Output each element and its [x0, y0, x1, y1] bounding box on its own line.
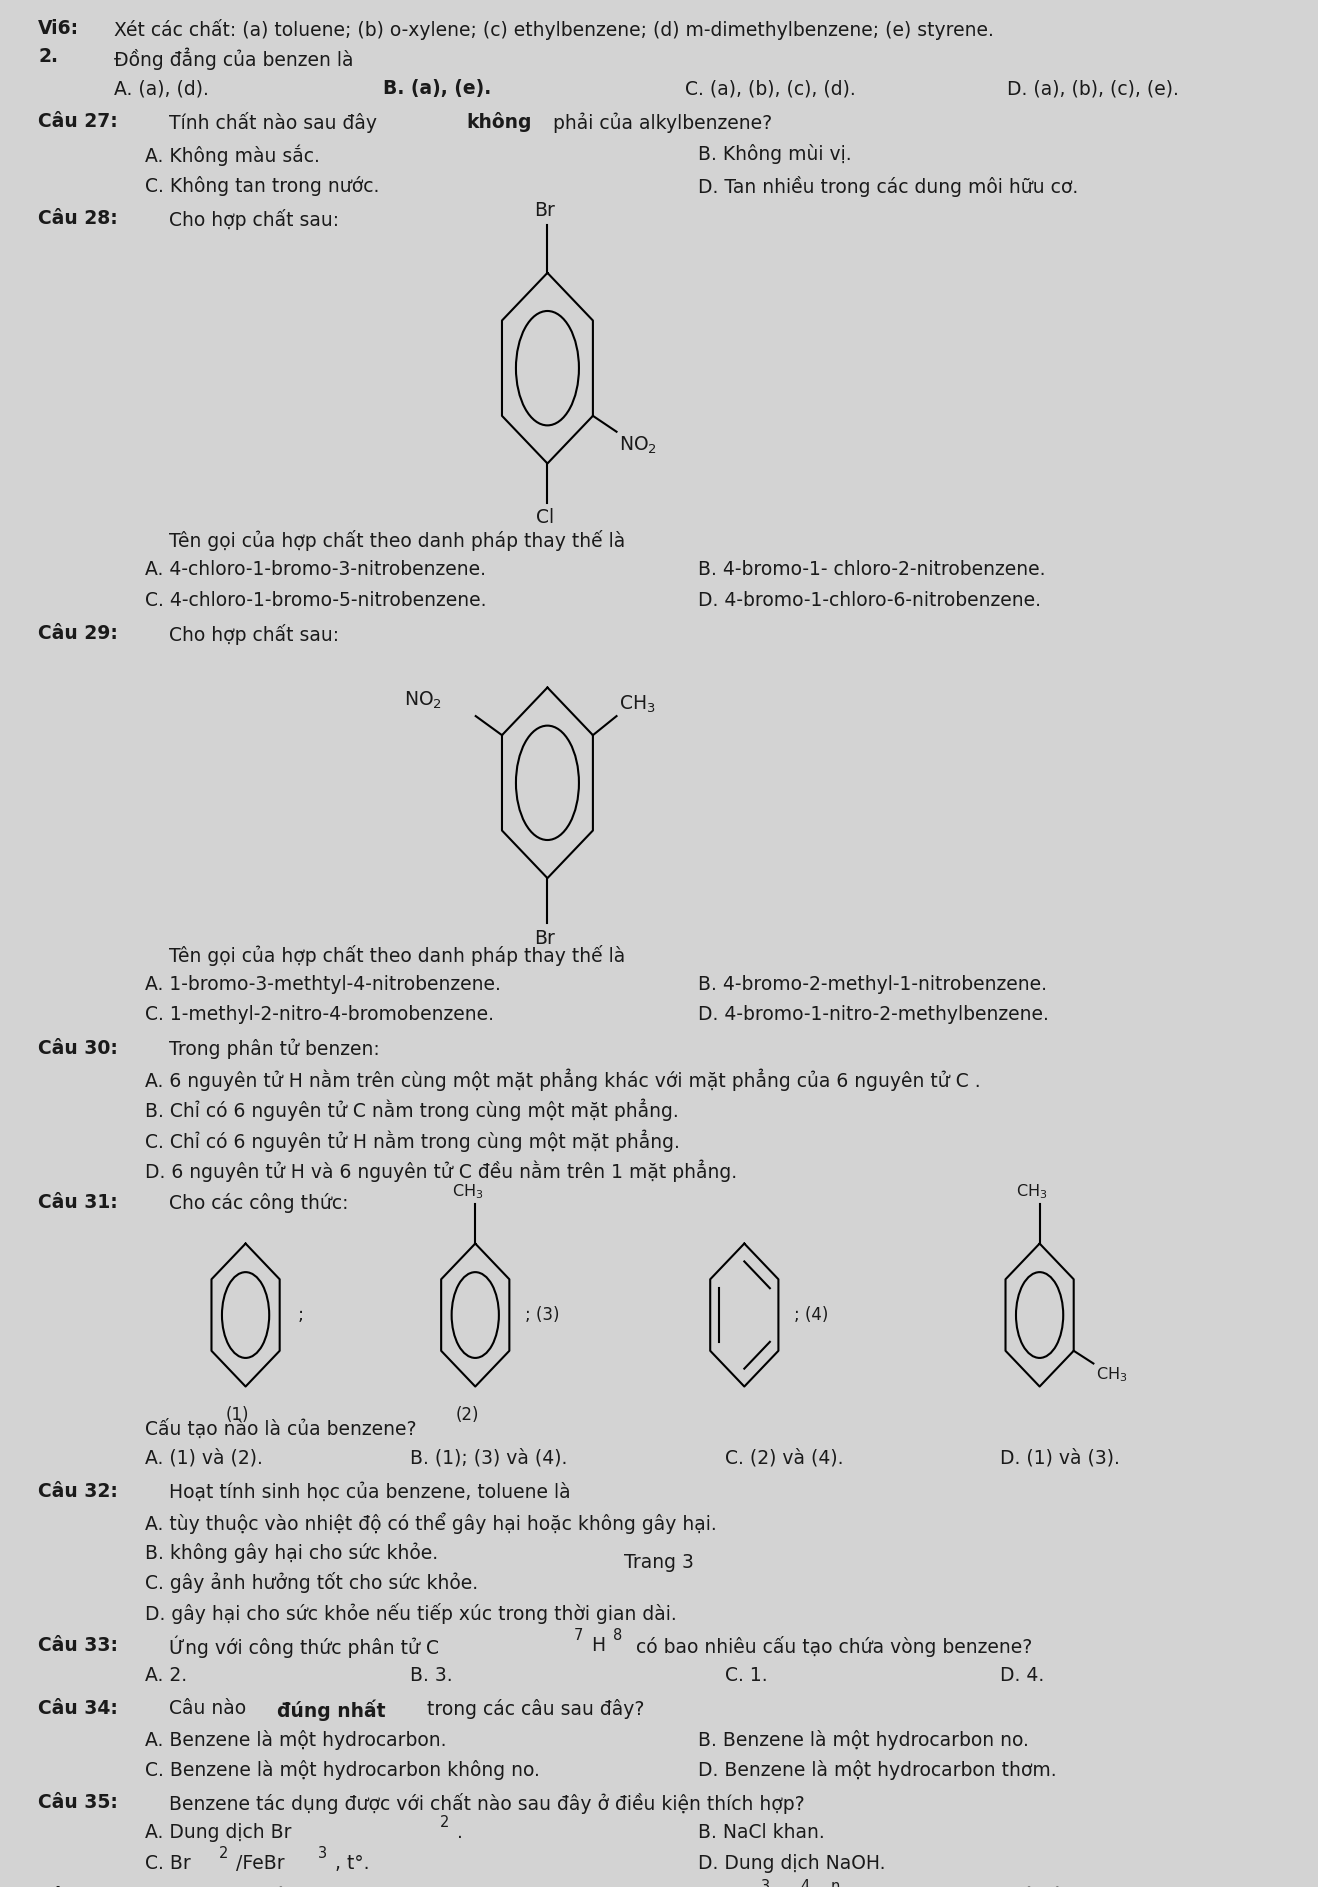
Text: 2.: 2.	[38, 47, 58, 66]
Text: A. Dung dịch Br: A. Dung dịch Br	[145, 1823, 291, 1842]
Text: CH$_3$: CH$_3$	[1097, 1364, 1127, 1383]
Text: ; (3): ; (3)	[525, 1306, 560, 1325]
Text: CH$_3$: CH$_3$	[1016, 1181, 1048, 1200]
Text: Câu 33:: Câu 33:	[38, 1636, 119, 1655]
Text: Ứng với công thức phân tử C: Ứng với công thức phân tử C	[170, 1636, 439, 1659]
Text: B. 4-bromo-2-methyl-1-nitrobenzene.: B. 4-bromo-2-methyl-1-nitrobenzene.	[699, 976, 1048, 994]
Text: Câu 28:: Câu 28:	[38, 209, 119, 228]
Text: n: n	[830, 1879, 841, 1887]
Text: C. (a), (b), (c), (d).: C. (a), (b), (c), (d).	[685, 79, 855, 98]
Text: có bao nhiêu cấu tạo chứa vòng benzene?: có bao nhiêu cấu tạo chứa vòng benzene?	[630, 1636, 1032, 1657]
Text: D. (1) và (3).: D. (1) và (3).	[1000, 1449, 1120, 1468]
Text: C. 4-chloro-1-bromo-5-nitrobenzene.: C. 4-chloro-1-bromo-5-nitrobenzene.	[145, 591, 486, 610]
Text: A. 2.: A. 2.	[145, 1666, 187, 1685]
Text: 4: 4	[801, 1879, 811, 1887]
Text: D. 4.: D. 4.	[1000, 1666, 1044, 1685]
Text: Benzene tác dụng được với chất nào sau đây ở điều kiện thích hợp?: Benzene tác dụng được với chất nào sau đ…	[170, 1793, 805, 1813]
Text: D. Benzene là một hydrocarbon thơm.: D. Benzene là một hydrocarbon thơm.	[699, 1761, 1057, 1779]
Text: A. 6 nguyên tử H nằm trên cùng một mặt phẳng khác với mặt phẳng của 6 nguyên tử : A. 6 nguyên tử H nằm trên cùng một mặt p…	[145, 1068, 981, 1091]
Text: Câu 30:: Câu 30:	[38, 1038, 119, 1057]
Text: A. 1-bromo-3-methtyl-4-nitrobenzene.: A. 1-bromo-3-methtyl-4-nitrobenzene.	[145, 976, 501, 994]
Text: D. (a), (b), (c), (e).: D. (a), (b), (c), (e).	[1007, 79, 1178, 98]
Text: D. 4-bromo-1-nitro-2-methylbenzene.: D. 4-bromo-1-nitro-2-methylbenzene.	[699, 1006, 1049, 1025]
Text: , t°.: , t°.	[335, 1853, 369, 1872]
Text: B. 4-bromo-1- chloro-2-nitrobenzene.: B. 4-bromo-1- chloro-2-nitrobenzene.	[699, 560, 1046, 579]
Text: Trong phân tử benzen:: Trong phân tử benzen:	[170, 1038, 380, 1059]
Text: Đồng đẳng của benzen là: Đồng đẳng của benzen là	[115, 47, 353, 70]
Text: ; (4): ; (4)	[795, 1306, 829, 1325]
Text: C. (2) và (4).: C. (2) và (4).	[725, 1449, 844, 1468]
Text: Vi6:: Vi6:	[38, 19, 79, 38]
Text: Tính chất nào sau đây: Tính chất nào sau đây	[170, 113, 384, 134]
Text: Câu 32:: Câu 32:	[38, 1481, 119, 1500]
Text: C. Br: C. Br	[145, 1853, 190, 1872]
Text: CH$_3$: CH$_3$	[452, 1181, 484, 1200]
Text: A. tùy thuộc vào nhiệt độ có thể gây hại hoặc không gây hại.: A. tùy thuộc vào nhiệt độ có thể gây hại…	[145, 1511, 716, 1534]
Text: B. (1); (3) và (4).: B. (1); (3) và (4).	[410, 1449, 567, 1468]
Text: Câu 29:: Câu 29:	[38, 625, 119, 643]
Text: Câu nào: Câu nào	[170, 1700, 253, 1719]
Text: C. Benzene là một hydrocarbon không no.: C. Benzene là một hydrocarbon không no.	[145, 1761, 539, 1779]
Text: trong các câu sau đây?: trong các câu sau đây?	[422, 1700, 645, 1719]
Text: B. Chỉ có 6 nguyên tử C nằm trong cùng một mặt phẳng.: B. Chỉ có 6 nguyên tử C nằm trong cùng m…	[145, 1098, 679, 1121]
Text: D. Dung dịch NaOH.: D. Dung dịch NaOH.	[699, 1853, 886, 1872]
Text: Cho hợp chất sau:: Cho hợp chất sau:	[170, 209, 340, 230]
Text: A. Benzene là một hydrocarbon.: A. Benzene là một hydrocarbon.	[145, 1730, 445, 1749]
Text: B. Không mùi vị.: B. Không mùi vị.	[699, 143, 851, 164]
Text: Câu 34:: Câu 34:	[38, 1700, 119, 1719]
Text: C. Không tan trong nước.: C. Không tan trong nước.	[145, 175, 378, 196]
Text: C. gây ảnh hưởng tốt cho sức khỏe.: C. gây ảnh hưởng tốt cho sức khỏe.	[145, 1572, 477, 1593]
Text: A. (a), (d).: A. (a), (d).	[115, 79, 210, 98]
Text: NO$_2$: NO$_2$	[403, 691, 442, 711]
Text: (2): (2)	[456, 1406, 478, 1423]
Text: Trang 3: Trang 3	[623, 1553, 695, 1572]
Text: NO$_2$: NO$_2$	[619, 434, 658, 457]
Text: Hoạt tính sinh học của benzene, toluene là: Hoạt tính sinh học của benzene, toluene …	[170, 1481, 571, 1502]
Text: 3: 3	[762, 1879, 771, 1887]
Text: C. 1-methyl-2-nitro-4-bromobenzene.: C. 1-methyl-2-nitro-4-bromobenzene.	[145, 1006, 493, 1025]
Text: /FeBr: /FeBr	[236, 1853, 285, 1872]
Text: Tên gọi của hợp chất theo danh pháp thay thế là: Tên gọi của hợp chất theo danh pháp thay…	[170, 945, 626, 966]
Text: D. gây hại cho sức khỏe nếu tiếp xúc trong thời gian dài.: D. gây hại cho sức khỏe nếu tiếp xúc tro…	[145, 1602, 676, 1623]
Text: B. Benzene là một hydrocarbon no.: B. Benzene là một hydrocarbon no.	[699, 1730, 1029, 1749]
Text: 7: 7	[573, 1628, 583, 1644]
Text: Cho các công thức:: Cho các công thức:	[170, 1193, 349, 1213]
Text: B. (a), (e).: B. (a), (e).	[384, 79, 492, 98]
Text: C. Chỉ có 6 nguyên tử H nằm trong cùng một mặt phẳng.: C. Chỉ có 6 nguyên tử H nằm trong cùng m…	[145, 1128, 679, 1151]
Text: Tên gọi của hợp chất theo danh pháp thay thế là: Tên gọi của hợp chất theo danh pháp thay…	[170, 530, 626, 551]
Text: (1): (1)	[225, 1406, 249, 1423]
Text: A. Không màu sắc.: A. Không màu sắc.	[145, 143, 319, 166]
Text: D. 4-bromo-1-chloro-6-nitrobenzene.: D. 4-bromo-1-chloro-6-nitrobenzene.	[699, 591, 1041, 610]
Text: Câu 31:: Câu 31:	[38, 1193, 119, 1211]
Text: Câu 35:: Câu 35:	[38, 1793, 119, 1812]
Text: đúng nhất: đúng nhất	[277, 1700, 386, 1721]
Text: D. Tan nhiều trong các dung môi hữu cơ.: D. Tan nhiều trong các dung môi hữu cơ.	[699, 175, 1078, 196]
Text: không: không	[467, 113, 531, 132]
Text: CH$_3$: CH$_3$	[619, 693, 656, 715]
Text: phải của alkylbenzene?: phải của alkylbenzene?	[547, 113, 772, 132]
Text: 2: 2	[219, 1845, 229, 1861]
Text: ;: ;	[298, 1306, 304, 1325]
Text: 8: 8	[613, 1628, 622, 1644]
Text: A. 4-chloro-1-bromo-3-nitrobenzene.: A. 4-chloro-1-bromo-3-nitrobenzene.	[145, 560, 485, 579]
Text: 2: 2	[440, 1815, 449, 1830]
Text: A. (1) và (2).: A. (1) và (2).	[145, 1449, 262, 1468]
Text: Câu 27:: Câu 27:	[38, 113, 119, 132]
Text: H: H	[590, 1636, 605, 1655]
Text: B. NaCl khan.: B. NaCl khan.	[699, 1823, 825, 1842]
Text: 3: 3	[318, 1845, 327, 1861]
Text: B. không gây hại cho sức khỏe.: B. không gây hại cho sức khỏe.	[145, 1542, 438, 1562]
Text: Xét các chất: (a) toluene; (b) o-xylene; (c) ethylbenzene; (d) m-dimethylbenzene: Xét các chất: (a) toluene; (b) o-xylene;…	[115, 19, 994, 40]
Text: .: .	[457, 1823, 463, 1842]
Text: C. 1.: C. 1.	[725, 1666, 767, 1685]
Text: Cho hợp chất sau:: Cho hợp chất sau:	[170, 625, 340, 645]
Text: D. 6 nguyên tử H và 6 nguyên tử C đều nằm trên 1 mặt phẳng.: D. 6 nguyên tử H và 6 nguyên tử C đều nằ…	[145, 1159, 737, 1181]
Text: B. 3.: B. 3.	[410, 1666, 452, 1685]
Text: Br: Br	[534, 928, 555, 947]
Text: Cl: Cl	[535, 508, 554, 526]
Text: Br: Br	[534, 202, 555, 221]
Text: Cấu tạo nào là của benzene?: Cấu tạo nào là của benzene?	[145, 1419, 416, 1438]
